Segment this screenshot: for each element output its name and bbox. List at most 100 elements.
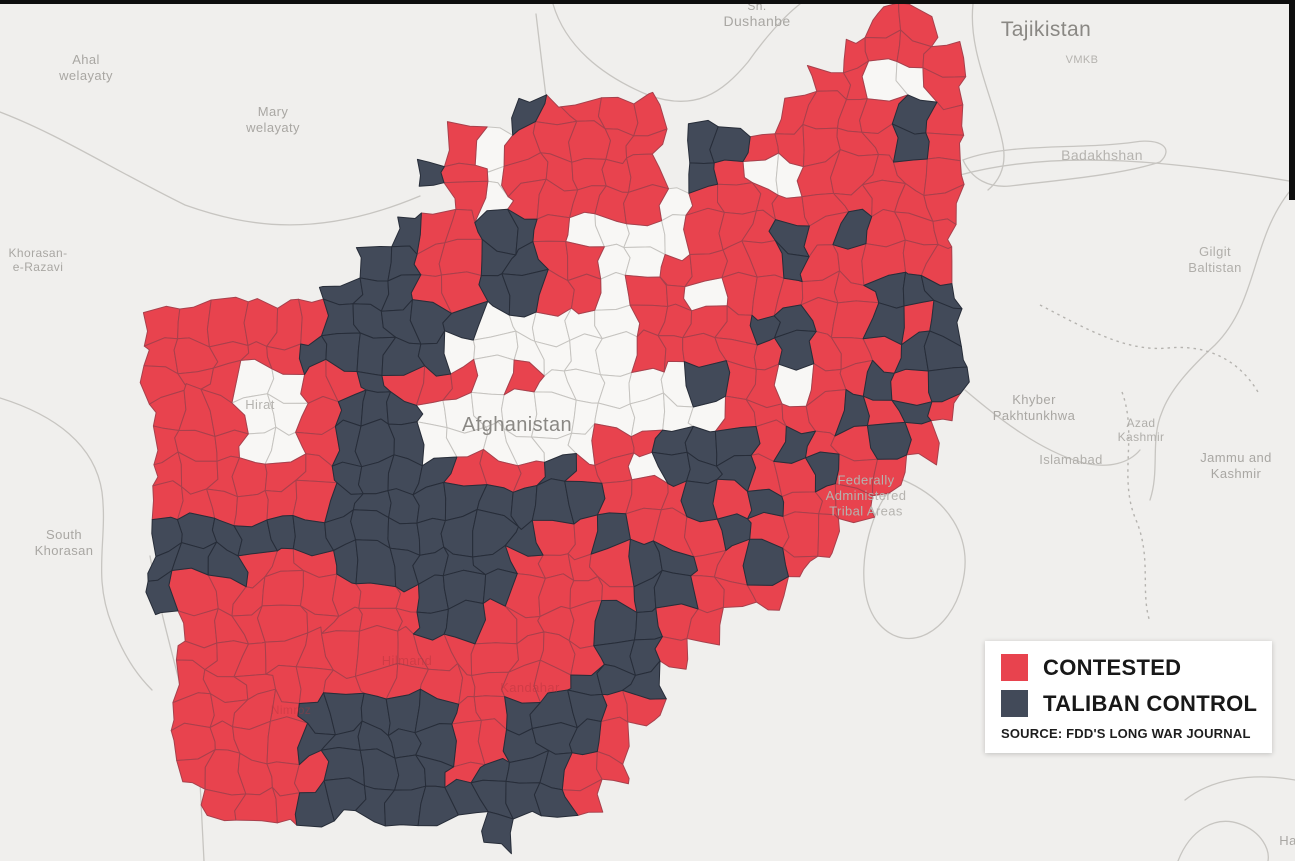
- district-contested[interactable]: [686, 607, 724, 646]
- district-contested[interactable]: [717, 182, 762, 215]
- district-contested[interactable]: [151, 480, 184, 521]
- legend-item-taliban: TALIBAN CONTROL: [1001, 690, 1258, 717]
- district-contested[interactable]: [231, 457, 268, 498]
- map-label: Afghanistan: [462, 414, 572, 436]
- map-label: Kandahar: [500, 680, 560, 695]
- border-turkmen-iran: [0, 111, 421, 226]
- map-label: Tajikistan: [1001, 18, 1091, 41]
- district-contested[interactable]: [782, 511, 820, 558]
- legend-swatch-taliban: [1001, 690, 1028, 717]
- legend-item-contested: CONTESTED: [1001, 654, 1256, 681]
- district-uncolored[interactable]: [595, 331, 638, 377]
- district-contested[interactable]: [596, 751, 630, 785]
- map-label: Khyber Pakhtunkhwa: [993, 392, 1076, 423]
- district-contested[interactable]: [925, 132, 965, 162]
- legend-label-taliban: TALIBAN CONTROL: [1043, 690, 1258, 716]
- map-label: Gilgit Baltistan: [1188, 244, 1241, 275]
- district-uncolored[interactable]: [597, 372, 633, 410]
- district-taliban[interactable]: [653, 569, 699, 610]
- district-taliban[interactable]: [680, 478, 718, 523]
- disputed-borders: [1039, 304, 1259, 623]
- district-mosaic: [139, 2, 970, 855]
- district-taliban[interactable]: [832, 208, 873, 250]
- border-gilgit-line: [1039, 304, 1259, 393]
- district-taliban[interactable]: [533, 782, 579, 818]
- district-contested[interactable]: [438, 238, 483, 276]
- district-contested[interactable]: [817, 513, 840, 558]
- border-khorasan: [0, 397, 153, 691]
- map-label: VMKB: [1066, 54, 1099, 66]
- district-taliban[interactable]: [481, 811, 514, 855]
- border-gilgit-kp: [1149, 184, 1295, 501]
- border-wakhan: [962, 140, 1167, 187]
- district-taliban[interactable]: [774, 329, 817, 371]
- district-contested[interactable]: [261, 570, 304, 607]
- map-label: Dushanbe: [723, 13, 790, 29]
- district-taliban[interactable]: [145, 570, 179, 616]
- district-taliban[interactable]: [688, 162, 719, 194]
- district-taliban[interactable]: [482, 568, 518, 607]
- border-balochistan: [1177, 820, 1269, 861]
- border-kashmir-line: [1121, 391, 1151, 623]
- district-taliban[interactable]: [866, 421, 912, 460]
- map-label: Khorasan-e-Razavi: [9, 246, 68, 274]
- map-label: Federally Administered Tribal Areas: [826, 472, 907, 518]
- map-label: Hirat: [245, 397, 274, 412]
- district-taliban[interactable]: [891, 399, 933, 425]
- border-fata: [863, 479, 966, 640]
- map-label: South Khorasan: [35, 527, 94, 558]
- map-label: Jammu and Kashmir: [1200, 450, 1272, 481]
- map-label: Hilmand: [382, 653, 432, 668]
- map-label: Islamabad: [1039, 452, 1103, 467]
- legend-source: SOURCE: FDD'S LONG WAR JOURNAL: [1001, 726, 1251, 741]
- border-tajik-river: [552, 3, 801, 103]
- border-badakhshan: [959, 159, 1295, 183]
- district-taliban[interactable]: [622, 660, 667, 700]
- district-contested[interactable]: [834, 483, 876, 524]
- district-taliban[interactable]: [569, 718, 602, 756]
- district-contested[interactable]: [532, 214, 571, 243]
- legend-label-contested: CONTESTED: [1043, 654, 1182, 680]
- district-uncolored[interactable]: [623, 246, 666, 278]
- district-contested[interactable]: [206, 296, 249, 348]
- district-taliban[interactable]: [504, 519, 544, 557]
- district-taliban[interactable]: [416, 158, 445, 187]
- district-contested[interactable]: [571, 158, 607, 191]
- district-taliban[interactable]: [891, 123, 930, 163]
- district-contested[interactable]: [503, 359, 545, 396]
- district-taliban[interactable]: [774, 240, 810, 283]
- district-contested[interactable]: [567, 273, 602, 315]
- map-legend: CONTESTED TALIBAN CONTROL SOURCE: FDD'S …: [985, 641, 1272, 753]
- border-tajik-east: [971, 3, 1005, 191]
- district-contested[interactable]: [442, 358, 479, 401]
- district-taliban[interactable]: [355, 246, 393, 282]
- district-taliban[interactable]: [805, 451, 840, 493]
- district-taliban[interactable]: [683, 360, 731, 408]
- district-contested[interactable]: [890, 368, 933, 406]
- map-label: Ha: [1279, 833, 1295, 848]
- district-taliban[interactable]: [417, 330, 452, 377]
- district-taliban[interactable]: [709, 126, 751, 164]
- country-borders: [0, 3, 1295, 861]
- right-edge-border: [1289, 0, 1295, 200]
- map-label: Badakhshan: [1061, 147, 1143, 163]
- district-taliban[interactable]: [207, 541, 249, 588]
- district-contested[interactable]: [683, 207, 725, 255]
- map-label: Azad Kashmir: [1118, 416, 1165, 444]
- district-contested[interactable]: [624, 274, 669, 307]
- district-taliban[interactable]: [927, 366, 970, 403]
- top-edge-border: [0, 0, 1295, 4]
- border-islamabad: [964, 389, 1141, 466]
- legend-swatch-contested: [1001, 654, 1028, 681]
- district-taliban[interactable]: [746, 488, 785, 520]
- district-taliban[interactable]: [443, 599, 486, 645]
- map-label: Nimroz: [271, 703, 311, 717]
- district-taliban[interactable]: [742, 538, 789, 586]
- district-taliban[interactable]: [501, 268, 549, 318]
- district-taliban[interactable]: [511, 94, 548, 136]
- border-balochistan-2: [1184, 776, 1295, 801]
- district-contested[interactable]: [623, 184, 669, 227]
- district-taliban[interactable]: [442, 300, 489, 341]
